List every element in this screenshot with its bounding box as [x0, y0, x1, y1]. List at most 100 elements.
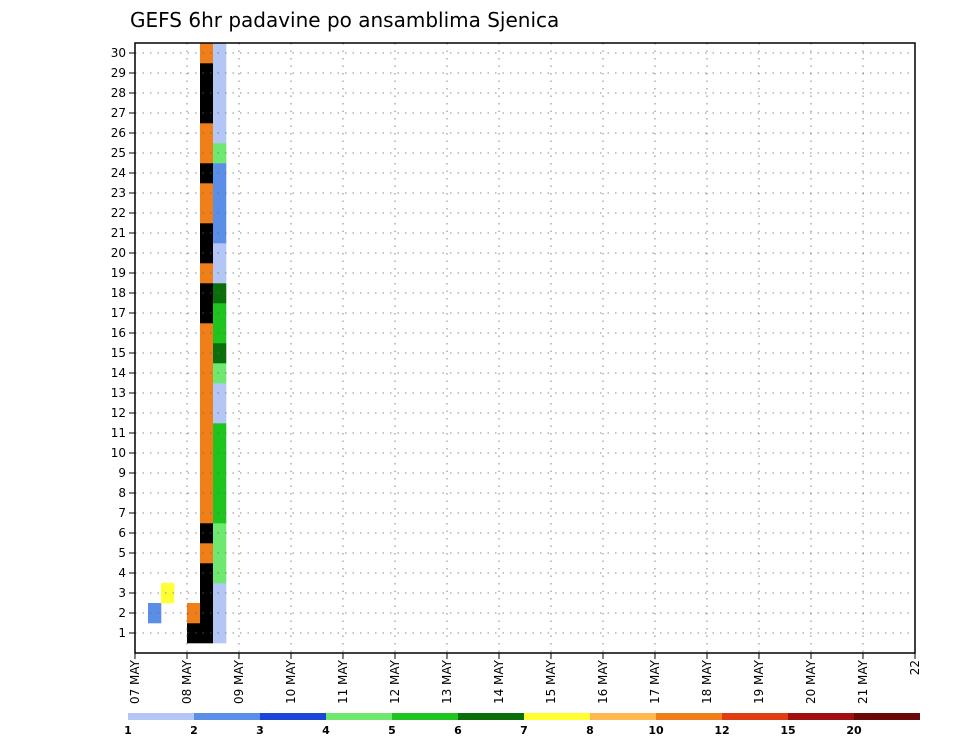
precipitation-cells [148, 43, 227, 644]
x-tick-label: 21 MAY [856, 659, 870, 704]
precip-cell [200, 503, 214, 524]
y-tick-label: 18 [111, 286, 126, 300]
x-axis-ticks: 07 MAY 08 MAY 09 MAY 10 MAY 11 MAY 12 MAY 13 M… [128, 653, 922, 704]
colorbar-swatch [788, 713, 854, 720]
y-tick-label: 23 [111, 186, 126, 200]
y-tick-label: 12 [111, 406, 126, 420]
y-tick-label: 14 [111, 366, 126, 380]
y-tick-label: 10 [111, 446, 126, 460]
precip-cell [200, 103, 214, 124]
y-tick-label: 22 [111, 206, 126, 220]
precip-cell [213, 463, 227, 484]
precip-cell [200, 483, 214, 504]
precip-cell [213, 263, 227, 284]
y-tick-label: 17 [111, 306, 126, 320]
precip-cell [213, 383, 227, 404]
x-tick-label: 08 MAY [180, 659, 194, 704]
precip-cell [213, 43, 227, 64]
precip-cell [213, 103, 227, 124]
precip-cell [213, 563, 227, 584]
colorbar-swatch [392, 713, 458, 720]
precip-cell [148, 603, 162, 624]
colorbar-label: 7 [520, 724, 528, 737]
precip-cell [200, 263, 214, 284]
chart-title: GEFS 6hr padavine po ansamblima Sjenica [130, 8, 559, 32]
y-tick-label: 1 [118, 626, 126, 640]
y-tick-label: 8 [118, 486, 126, 500]
precip-cell [200, 363, 214, 384]
x-tick-label: 15 MAY [544, 659, 558, 704]
precip-cell [213, 163, 227, 184]
precip-cell [200, 303, 214, 324]
precip-cell [200, 123, 214, 144]
plot-frame [134, 42, 916, 654]
precip-cell [213, 483, 227, 504]
precip-cell [213, 503, 227, 524]
colorbar-label: 8 [586, 724, 594, 737]
x-tick-label: 17 MAY [648, 659, 662, 704]
precip-cell [213, 403, 227, 424]
y-tick-label: 25 [111, 146, 126, 160]
precip-cell [213, 143, 227, 164]
y-tick-label: 21 [111, 226, 126, 240]
precip-cell [200, 63, 214, 84]
y-tick-label: 7 [118, 506, 126, 520]
precip-cell [200, 523, 214, 544]
y-tick-label: 29 [111, 66, 126, 80]
precip-cell [187, 623, 201, 644]
precip-cell [213, 243, 227, 264]
colorbar-swatch [326, 713, 392, 720]
precip-cell [213, 303, 227, 324]
y-tick-label: 28 [111, 86, 126, 100]
precip-cell [213, 223, 227, 244]
precip-cell [200, 403, 214, 424]
color-scale-legend: 1 2 3 4 5 6 7 8 10 12 15 20 [124, 713, 920, 737]
colorbar-swatch [128, 713, 194, 720]
precip-cell [200, 463, 214, 484]
precip-cell [200, 603, 214, 624]
precip-cell [200, 243, 214, 264]
x-tick-label: 10 MAY [284, 659, 298, 704]
x-tick-label: 22 [908, 660, 922, 675]
colorbar-label: 2 [190, 724, 198, 737]
colorbar-swatch [656, 713, 722, 720]
precip-cell [200, 383, 214, 404]
colorbar-swatch [458, 713, 524, 720]
y-tick-label: 27 [111, 106, 126, 120]
x-tick-label: 19 MAY [752, 659, 766, 704]
y-tick-label: 15 [111, 346, 126, 360]
x-tick-label: 14 MAY [492, 659, 506, 704]
precip-cell [200, 83, 214, 104]
precip-cell [200, 143, 214, 164]
colorbar-label: 3 [256, 724, 264, 737]
precip-cell [200, 43, 214, 64]
precip-cell [187, 603, 201, 624]
dotted-grid [135, 43, 915, 653]
y-tick-label: 11 [111, 426, 126, 440]
precip-cell [213, 543, 227, 564]
precip-cell [200, 163, 214, 184]
precip-cell [213, 363, 227, 384]
precip-cell [213, 603, 227, 624]
colorbar-label: 15 [780, 724, 795, 737]
y-tick-label: 16 [111, 326, 126, 340]
precip-cell [213, 583, 227, 604]
colorbar-label: 5 [388, 724, 396, 737]
precip-cell [213, 343, 227, 364]
y-tick-label: 4 [118, 566, 126, 580]
precip-cell [213, 123, 227, 144]
precip-cell [200, 183, 214, 204]
y-tick-label: 30 [111, 46, 126, 60]
precip-cell [200, 563, 214, 584]
y-tick-label: 3 [118, 586, 126, 600]
x-tick-label: 13 MAY [440, 659, 454, 704]
precip-cell [200, 423, 214, 444]
precip-cell [213, 63, 227, 84]
precip-cell [200, 343, 214, 364]
x-tick-label: 11 MAY [336, 659, 350, 704]
x-tick-label: 20 MAY [804, 659, 818, 704]
colorbar-label: 1 [124, 724, 132, 737]
colorbar-label: 20 [846, 724, 862, 737]
y-tick-label: 9 [118, 466, 126, 480]
